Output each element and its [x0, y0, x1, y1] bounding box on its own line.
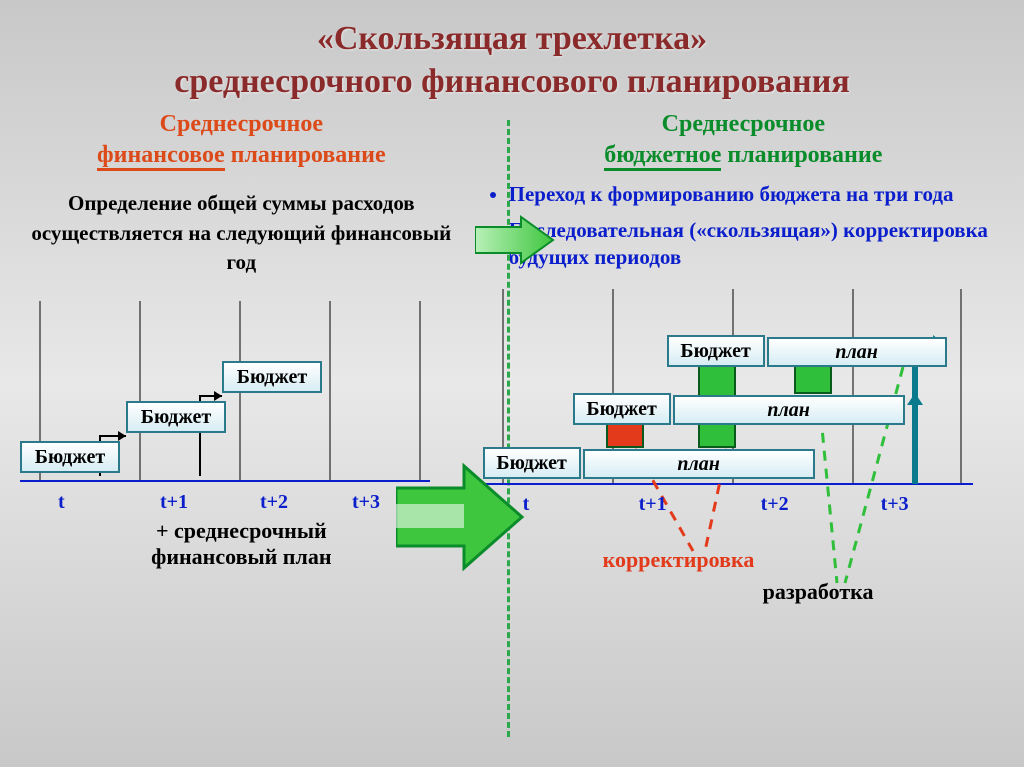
right-subtitle-2: бюджетное планирование — [483, 140, 1004, 171]
title-line1: «Скользящая трехлетка» — [0, 18, 1024, 61]
left-subtitle-2: финансовое планирование — [20, 140, 463, 171]
axis-tick: t+1 — [639, 493, 667, 516]
axis-tick: t+3 — [352, 491, 380, 514]
plan-box: план — [767, 337, 947, 367]
budget-box: Бюджет — [222, 361, 322, 393]
budget-box: Бюджет — [126, 401, 226, 433]
axis-tick: t+2 — [260, 491, 288, 514]
axis-tick: t+3 — [881, 493, 909, 516]
plan-box: план — [673, 395, 905, 425]
budget-box: Бюджет — [667, 335, 765, 367]
annotation-correction: корректировка — [603, 547, 755, 573]
right-bullet-2: Последовательная («скользящая») корректи… — [509, 217, 1004, 272]
right-subtitle-1: Среднесрочное — [483, 109, 1004, 140]
annotation-development: разработка — [763, 579, 874, 605]
budget-box: Бюджет — [573, 393, 671, 425]
plan-box: план — [583, 449, 815, 479]
budget-box: Бюджет — [20, 441, 120, 473]
axis-tick: t+1 — [160, 491, 188, 514]
left-subtitle-1: Среднесрочное — [20, 109, 463, 140]
small-cross-arrow-icon — [475, 215, 555, 265]
axis-tick: t — [58, 491, 65, 514]
left-description: Определение общей суммы расходов осущест… — [20, 189, 463, 277]
big-cross-arrow-icon — [396, 462, 526, 572]
right-chart: планпланпланБюджетБюджетБюджетtt+1t+2t+3… — [483, 289, 1004, 599]
title-line2: среднесрочного финансового планирования — [0, 61, 1024, 104]
axis-tick: t+2 — [761, 493, 789, 516]
right-bullet-1: Переход к формированию бюджета на три го… — [509, 181, 1004, 208]
